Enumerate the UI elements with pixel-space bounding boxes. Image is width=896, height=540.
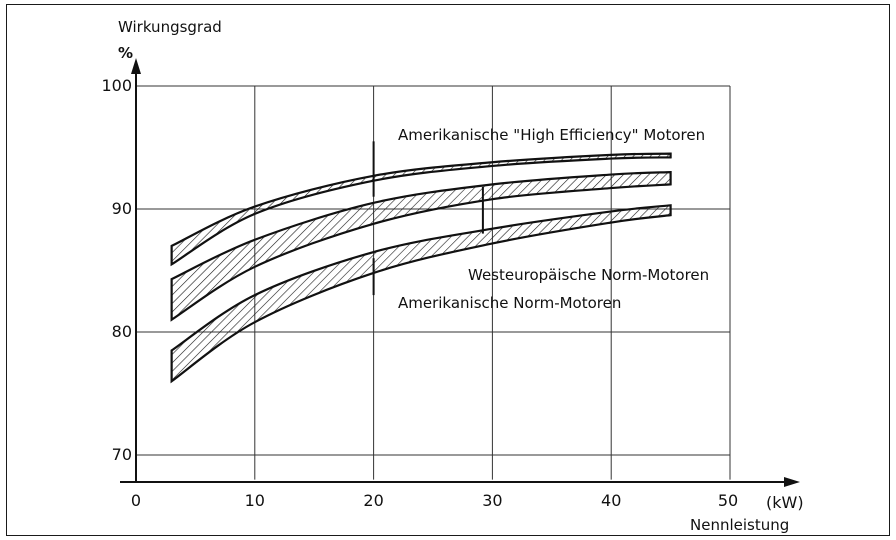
band-area-2: [170, 204, 672, 384]
x-tick-label: 30: [482, 491, 502, 510]
x-axis-title: Nennleistung: [690, 516, 790, 534]
y-tick-label: 100: [101, 76, 132, 95]
y-tick-label: 80: [112, 322, 132, 341]
x-tick-label: 0: [131, 491, 141, 510]
chart-frame: [6, 4, 890, 536]
band-label-amerikanische-norm: Amerikanische Norm-Motoren: [398, 294, 622, 312]
band-label-high-efficiency: Amerikanische "High Efficiency" Motoren: [398, 126, 706, 144]
x-tick-label: 10: [245, 491, 265, 510]
y-tick-label: 70: [112, 445, 132, 464]
y-axis-arrow: [131, 58, 141, 74]
band-area-0: [170, 152, 672, 267]
x-tick-label: 20: [363, 491, 383, 510]
x-tick-label: 40: [601, 491, 621, 510]
x-axis-unit: (kW): [766, 493, 804, 512]
y-axis-unit: %: [118, 44, 134, 62]
x-axis-arrow: [784, 477, 800, 487]
y-tick-label: 90: [112, 199, 132, 218]
x-tick-label: 50: [718, 491, 738, 510]
band-area-1: [170, 170, 672, 322]
band-label-westeuropaeische: Westeuropäische Norm-Motoren: [468, 266, 710, 284]
y-axis-title: Wirkungsgrad: [118, 18, 222, 36]
